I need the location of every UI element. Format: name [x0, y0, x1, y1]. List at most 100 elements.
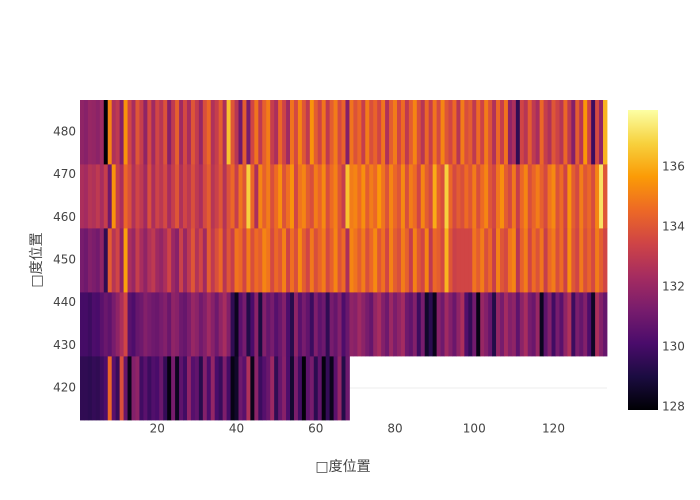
heatmap-cell	[511, 228, 517, 293]
heatmap-cell	[333, 292, 338, 357]
heatmap-cell	[115, 292, 121, 357]
heatmap-cell	[361, 100, 366, 165]
heatmap-cell	[266, 356, 271, 421]
heatmap-cell	[262, 228, 267, 293]
heatmap-cell	[428, 164, 434, 229]
heatmap-cell	[325, 356, 331, 421]
heatmap-cell	[353, 164, 358, 229]
heatmap-cell	[167, 164, 172, 229]
heatmap-cell	[583, 100, 588, 165]
heatmap-cell	[103, 356, 109, 421]
heatmap-cell	[583, 228, 588, 293]
heatmap-cell	[381, 164, 386, 229]
heatmap-cell	[393, 292, 398, 357]
heatmap-cell	[95, 100, 101, 165]
heatmap-cell	[369, 164, 374, 229]
heatmap-cell	[301, 164, 307, 229]
heatmap-cell	[531, 164, 537, 229]
heatmap-cell	[127, 292, 132, 357]
heatmap-cell	[135, 292, 140, 357]
colorbar-tick-label: 128	[662, 400, 685, 414]
heatmap-cell	[99, 292, 105, 357]
heatmap-cell	[547, 100, 552, 165]
heatmap-cell	[436, 164, 441, 229]
heatmap-cell	[476, 292, 481, 357]
heatmap-cell	[206, 164, 212, 229]
heatmap-cell	[183, 292, 188, 357]
heatmap-cell	[337, 100, 342, 165]
heatmap-cell	[329, 356, 334, 421]
heatmap-cell	[488, 292, 493, 357]
heatmap-cell	[515, 100, 521, 165]
heatmap-cell	[115, 100, 121, 165]
heatmap-cell	[87, 164, 93, 229]
heatmap-cell	[186, 228, 192, 293]
heatmap-cell	[91, 356, 97, 421]
heatmap-cell	[218, 100, 224, 165]
heatmap-cell	[238, 356, 243, 421]
heatmap-cell	[432, 164, 438, 229]
heatmap-cell	[341, 356, 346, 421]
heatmap-cell	[412, 164, 418, 229]
heatmap-cell	[519, 164, 525, 229]
heatmap-cell	[297, 228, 303, 293]
heatmap-cell	[535, 164, 541, 229]
heatmap-cell	[226, 100, 231, 165]
heatmap-cell	[325, 292, 331, 357]
heatmap-cell	[341, 164, 346, 229]
heatmap-cell	[484, 228, 489, 293]
heatmap-cell	[313, 356, 319, 421]
heatmap-cell	[559, 228, 564, 293]
heatmap-cell	[238, 292, 243, 357]
heatmap-cell	[218, 228, 224, 293]
colorbar-tick-label: 130	[662, 340, 685, 354]
heatmap-cell	[389, 228, 394, 293]
heatmap-cell	[472, 100, 477, 165]
heatmap-cell	[567, 100, 572, 165]
heatmap-cell	[496, 228, 501, 293]
heatmap-cell	[305, 356, 311, 421]
heatmap-cell	[290, 164, 295, 229]
heatmap-cell	[111, 228, 117, 293]
heatmap-cell	[381, 228, 386, 293]
heatmap-cell	[80, 356, 85, 421]
y-tick-label: 430	[53, 338, 76, 352]
heatmap-cell	[503, 164, 509, 229]
heatmap-cell	[218, 356, 224, 421]
heatmap-cell	[385, 292, 390, 357]
heatmap-cell	[535, 100, 541, 165]
heatmap-cell	[91, 292, 97, 357]
heatmap-cell	[238, 100, 243, 165]
heatmap-cell	[337, 356, 342, 421]
heatmap-cell	[460, 292, 465, 357]
heatmap-cell	[198, 100, 204, 165]
heatmap-cell	[476, 100, 481, 165]
heatmap-cell	[127, 164, 132, 229]
heatmap-cell	[444, 228, 449, 293]
heatmap-cell	[175, 292, 180, 357]
heatmap-cell	[527, 292, 533, 357]
heatmap-cell	[266, 100, 271, 165]
heatmap-cell	[282, 292, 287, 357]
heatmap-cell	[408, 100, 414, 165]
heatmap-cell	[305, 100, 311, 165]
heatmap-cell	[159, 164, 164, 229]
heatmap-cell	[547, 292, 552, 357]
heatmap-cell	[424, 228, 430, 293]
heatmap-cell	[254, 292, 259, 357]
heatmap-cell	[127, 100, 132, 165]
heatmap-cell	[579, 100, 584, 165]
heatmap-cell	[349, 100, 354, 165]
heatmap-cell	[99, 356, 105, 421]
heatmap-cell	[345, 228, 350, 293]
heatmap-cell	[274, 100, 279, 165]
heatmap-cell	[440, 164, 445, 229]
heatmap-cell	[567, 292, 572, 357]
heatmap-cell	[333, 164, 338, 229]
heatmap-cell	[234, 100, 239, 165]
heatmap-cell	[599, 164, 604, 229]
heatmap-cell	[424, 100, 430, 165]
heatmap-cell	[579, 164, 584, 229]
heatmap-cell	[103, 164, 109, 229]
heatmap-cell	[385, 164, 390, 229]
